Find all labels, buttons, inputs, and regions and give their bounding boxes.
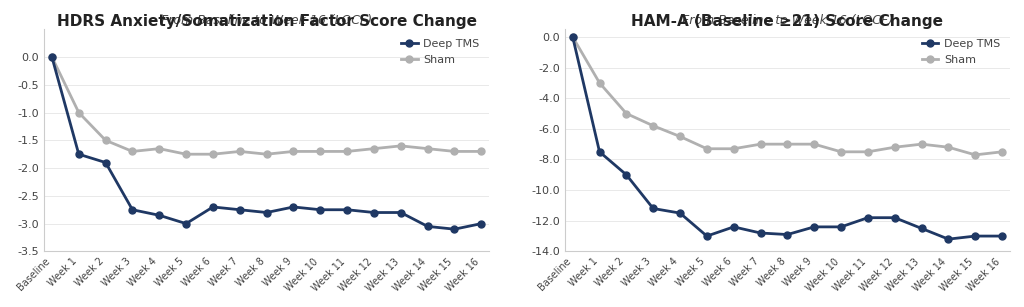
Sham: [154, 147, 166, 150]
Line: Sham: Sham: [569, 33, 1006, 158]
Sham: [593, 81, 605, 85]
Title: HAM-A (Baseline ≥21) Score Change: HAM-A (Baseline ≥21) Score Change: [632, 14, 943, 29]
Sham: [180, 152, 193, 156]
Sham: [889, 146, 901, 149]
Deep TMS: [73, 152, 85, 156]
Deep TMS: [260, 211, 272, 214]
Deep TMS: [394, 211, 407, 214]
Sham: [46, 55, 58, 59]
Sham: [233, 150, 246, 153]
Deep TMS: [99, 161, 112, 164]
Sham: [126, 150, 138, 153]
Sham: [314, 150, 327, 153]
Deep TMS: [207, 205, 219, 209]
Sham: [99, 138, 112, 142]
Deep TMS: [674, 211, 686, 215]
Title: HDRS Anxiety/Somatization Factor Score Change: HDRS Anxiety/Somatization Factor Score C…: [56, 14, 476, 29]
Sham: [260, 152, 272, 156]
Sham: [341, 150, 353, 153]
Sham: [394, 144, 407, 148]
Deep TMS: [126, 208, 138, 212]
Sham: [475, 150, 487, 153]
Deep TMS: [915, 227, 928, 230]
Sham: [700, 147, 713, 151]
Deep TMS: [180, 222, 193, 225]
Sham: [942, 146, 954, 149]
Deep TMS: [314, 208, 327, 212]
Sham: [808, 142, 820, 146]
Deep TMS: [566, 35, 579, 39]
Sham: [449, 150, 461, 153]
Sham: [728, 147, 740, 151]
Text: From Baseline to Week 16 (LOCF): From Baseline to Week 16 (LOCF): [682, 14, 893, 27]
Deep TMS: [593, 150, 605, 154]
Deep TMS: [475, 222, 487, 225]
Legend: Deep TMS, Sham: Deep TMS, Sham: [918, 35, 1005, 69]
Sham: [288, 150, 300, 153]
Deep TMS: [889, 216, 901, 220]
Deep TMS: [862, 216, 874, 220]
Sham: [781, 142, 794, 146]
Deep TMS: [835, 225, 847, 229]
Deep TMS: [728, 225, 740, 229]
Deep TMS: [969, 234, 981, 238]
Deep TMS: [700, 234, 713, 238]
Deep TMS: [996, 234, 1009, 238]
Deep TMS: [755, 231, 767, 235]
Deep TMS: [422, 224, 434, 228]
Text: From Baseline to Week 16 (LOCF): From Baseline to Week 16 (LOCF): [161, 14, 372, 27]
Sham: [969, 153, 981, 157]
Sham: [755, 142, 767, 146]
Deep TMS: [154, 213, 166, 217]
Sham: [566, 35, 579, 39]
Deep TMS: [808, 225, 820, 229]
Sham: [73, 111, 85, 115]
Sham: [674, 135, 686, 138]
Deep TMS: [233, 208, 246, 212]
Deep TMS: [288, 205, 300, 209]
Sham: [207, 152, 219, 156]
Sham: [647, 124, 659, 128]
Sham: [915, 142, 928, 146]
Sham: [422, 147, 434, 150]
Deep TMS: [341, 208, 353, 212]
Sham: [996, 150, 1009, 154]
Sham: [368, 147, 380, 150]
Line: Deep TMS: Deep TMS: [569, 33, 1006, 243]
Deep TMS: [449, 227, 461, 231]
Line: Sham: Sham: [48, 53, 484, 158]
Deep TMS: [46, 55, 58, 59]
Line: Deep TMS: Deep TMS: [48, 53, 484, 233]
Deep TMS: [647, 207, 659, 210]
Sham: [835, 150, 847, 154]
Sham: [862, 150, 874, 154]
Deep TMS: [368, 211, 380, 214]
Legend: Deep TMS, Sham: Deep TMS, Sham: [396, 35, 483, 69]
Deep TMS: [781, 233, 794, 236]
Deep TMS: [621, 173, 633, 177]
Sham: [621, 112, 633, 115]
Deep TMS: [942, 237, 954, 241]
